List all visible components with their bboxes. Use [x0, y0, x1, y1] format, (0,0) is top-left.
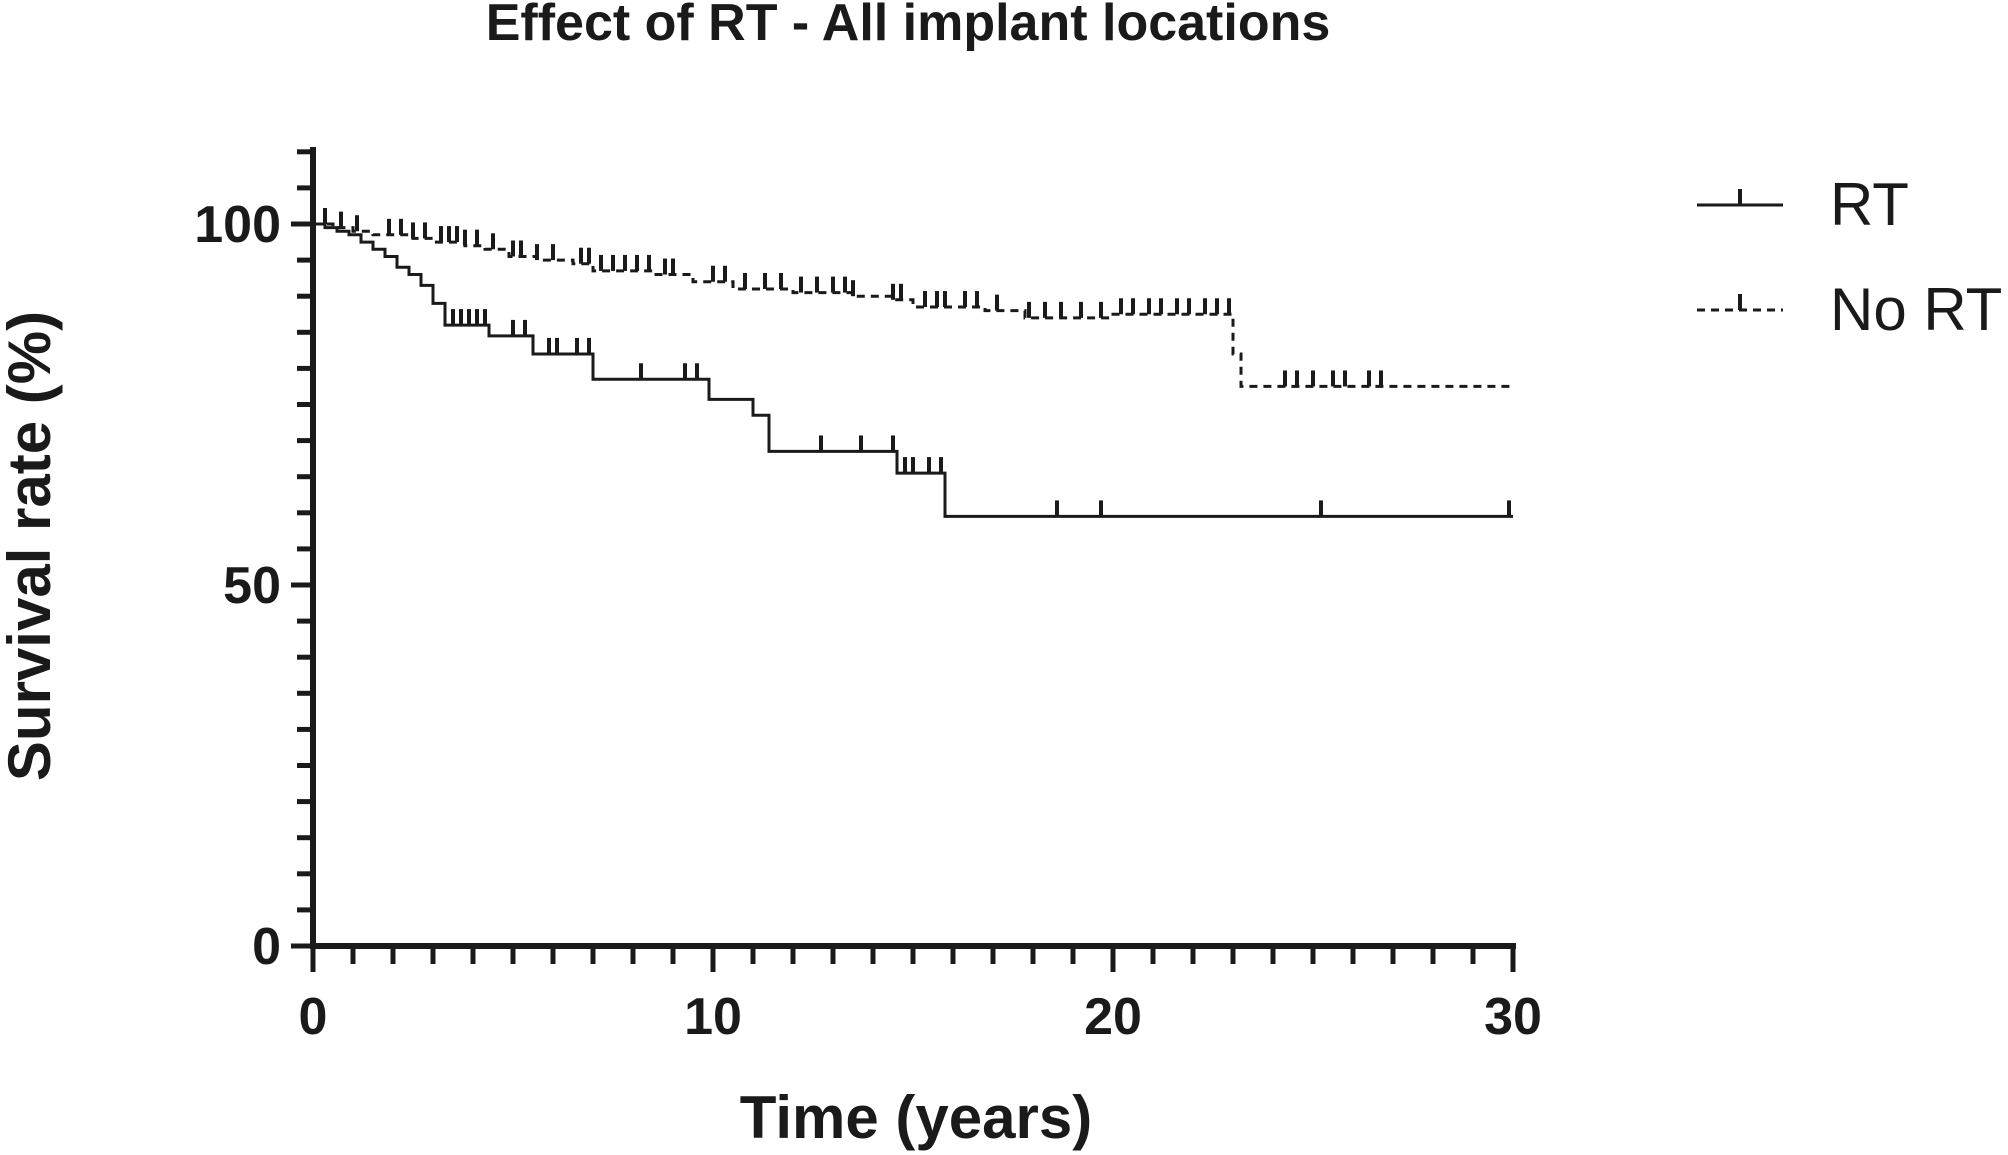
x-tick-label: 0: [299, 988, 328, 1046]
legend: RT No RT: [1697, 171, 2002, 343]
y-tick-label: 0: [252, 918, 281, 976]
legend-item-rt: RT: [1697, 171, 1909, 238]
series-line-rt: [313, 222, 1513, 518]
x-tick-label: 20: [1084, 988, 1142, 1046]
y-tick-label: 50: [223, 557, 281, 615]
series-rt: [313, 222, 1513, 518]
legend-label-rt: RT: [1830, 171, 1909, 238]
x-tick-label: 10: [684, 988, 742, 1046]
series-no-rt: [313, 208, 1513, 388]
axes: 0 50 100 0 10 20 30: [194, 147, 1542, 1046]
x-tick-label: 30: [1484, 988, 1542, 1046]
x-axis-label: Time (years): [740, 1084, 1092, 1151]
y-tick-label: 100: [194, 196, 281, 254]
plot-series: [313, 208, 1513, 518]
legend-label-no-rt: No RT: [1830, 276, 2002, 343]
chart-title: Effect of RT - All implant locations: [486, 0, 1331, 52]
legend-item-no-rt: No RT: [1697, 276, 2002, 343]
y-axis-label: Survival rate (%): [0, 311, 63, 781]
